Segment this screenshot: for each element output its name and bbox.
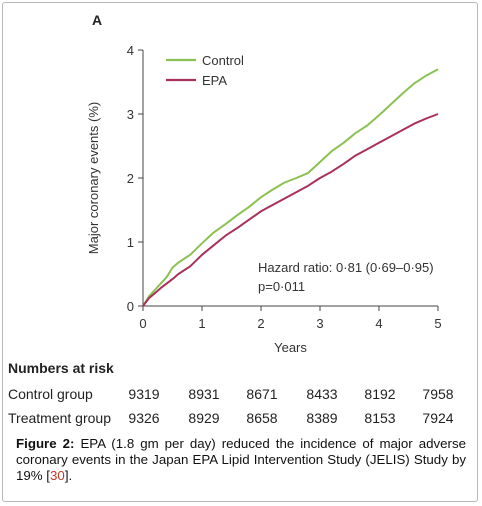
risk-value: 8153 (364, 410, 396, 426)
x-tick-label: 3 (316, 316, 323, 331)
line-chart: 0 1 2 3 4 0 1 2 3 4 5 Years Major coronary events (%… (86, 43, 442, 355)
risk-value: 8433 (306, 386, 338, 402)
figure-frame (2, 2, 478, 502)
y-tick-label: 4 (127, 43, 134, 58)
risk-table-title: Numbers at risk (8, 360, 114, 376)
risk-row-label: Treatment group (8, 410, 111, 426)
caption-text-end: ]. (64, 468, 73, 483)
y-tick-label: 2 (127, 171, 134, 186)
x-tick-label: 0 (139, 316, 146, 331)
figure-caption: Figure 2: EPA (1.8 gm per day) reduced t… (16, 436, 466, 484)
risk-value: 8929 (188, 410, 220, 426)
x-axis-label: Years (274, 340, 307, 355)
series-line-control (142, 68, 439, 307)
hazard-ratio-annotation: Hazard ratio: 0·81 (0·69–0·95) (258, 260, 434, 275)
x-tick-label: 4 (375, 316, 382, 331)
risk-value: 8671 (246, 386, 278, 402)
x-tick-label: 2 (257, 316, 264, 331)
risk-value: 7958 (422, 386, 454, 402)
risk-value: 8192 (364, 386, 396, 402)
risk-value: 7924 (422, 410, 454, 426)
legend-label-control: Control (202, 53, 244, 68)
y-tick-label: 0 (127, 299, 134, 314)
series-line-epa (142, 113, 439, 307)
panel-label: A (92, 12, 103, 28)
x-tick-label: 1 (198, 316, 205, 331)
risk-value: 8389 (306, 410, 338, 426)
x-tick-label: 5 (434, 316, 441, 331)
risk-row-label: Control group (8, 386, 93, 402)
caption-text: EPA (1.8 gm per day) reduced the inciden… (16, 436, 466, 483)
risk-value: 9326 (128, 410, 160, 426)
y-tick-label: 1 (127, 235, 134, 250)
risk-value: 9319 (128, 386, 160, 402)
legend-label-epa: EPA (202, 73, 227, 88)
y-axis-label: Major coronary events (%) (86, 102, 101, 254)
risk-row-treatment: Treatment group 9326 8929 8658 8389 8153… (0, 410, 482, 432)
y-tick-label: 3 (127, 107, 134, 122)
risk-value: 8931 (188, 386, 220, 402)
risk-value: 8658 (246, 410, 278, 426)
caption-reference-link[interactable]: 30 (50, 468, 65, 483)
caption-label: Figure 2: (16, 436, 75, 451)
p-value-annotation: p=0·011 (258, 279, 305, 294)
risk-row-control: Control group 9319 8931 8671 8433 8192 7… (0, 386, 482, 408)
